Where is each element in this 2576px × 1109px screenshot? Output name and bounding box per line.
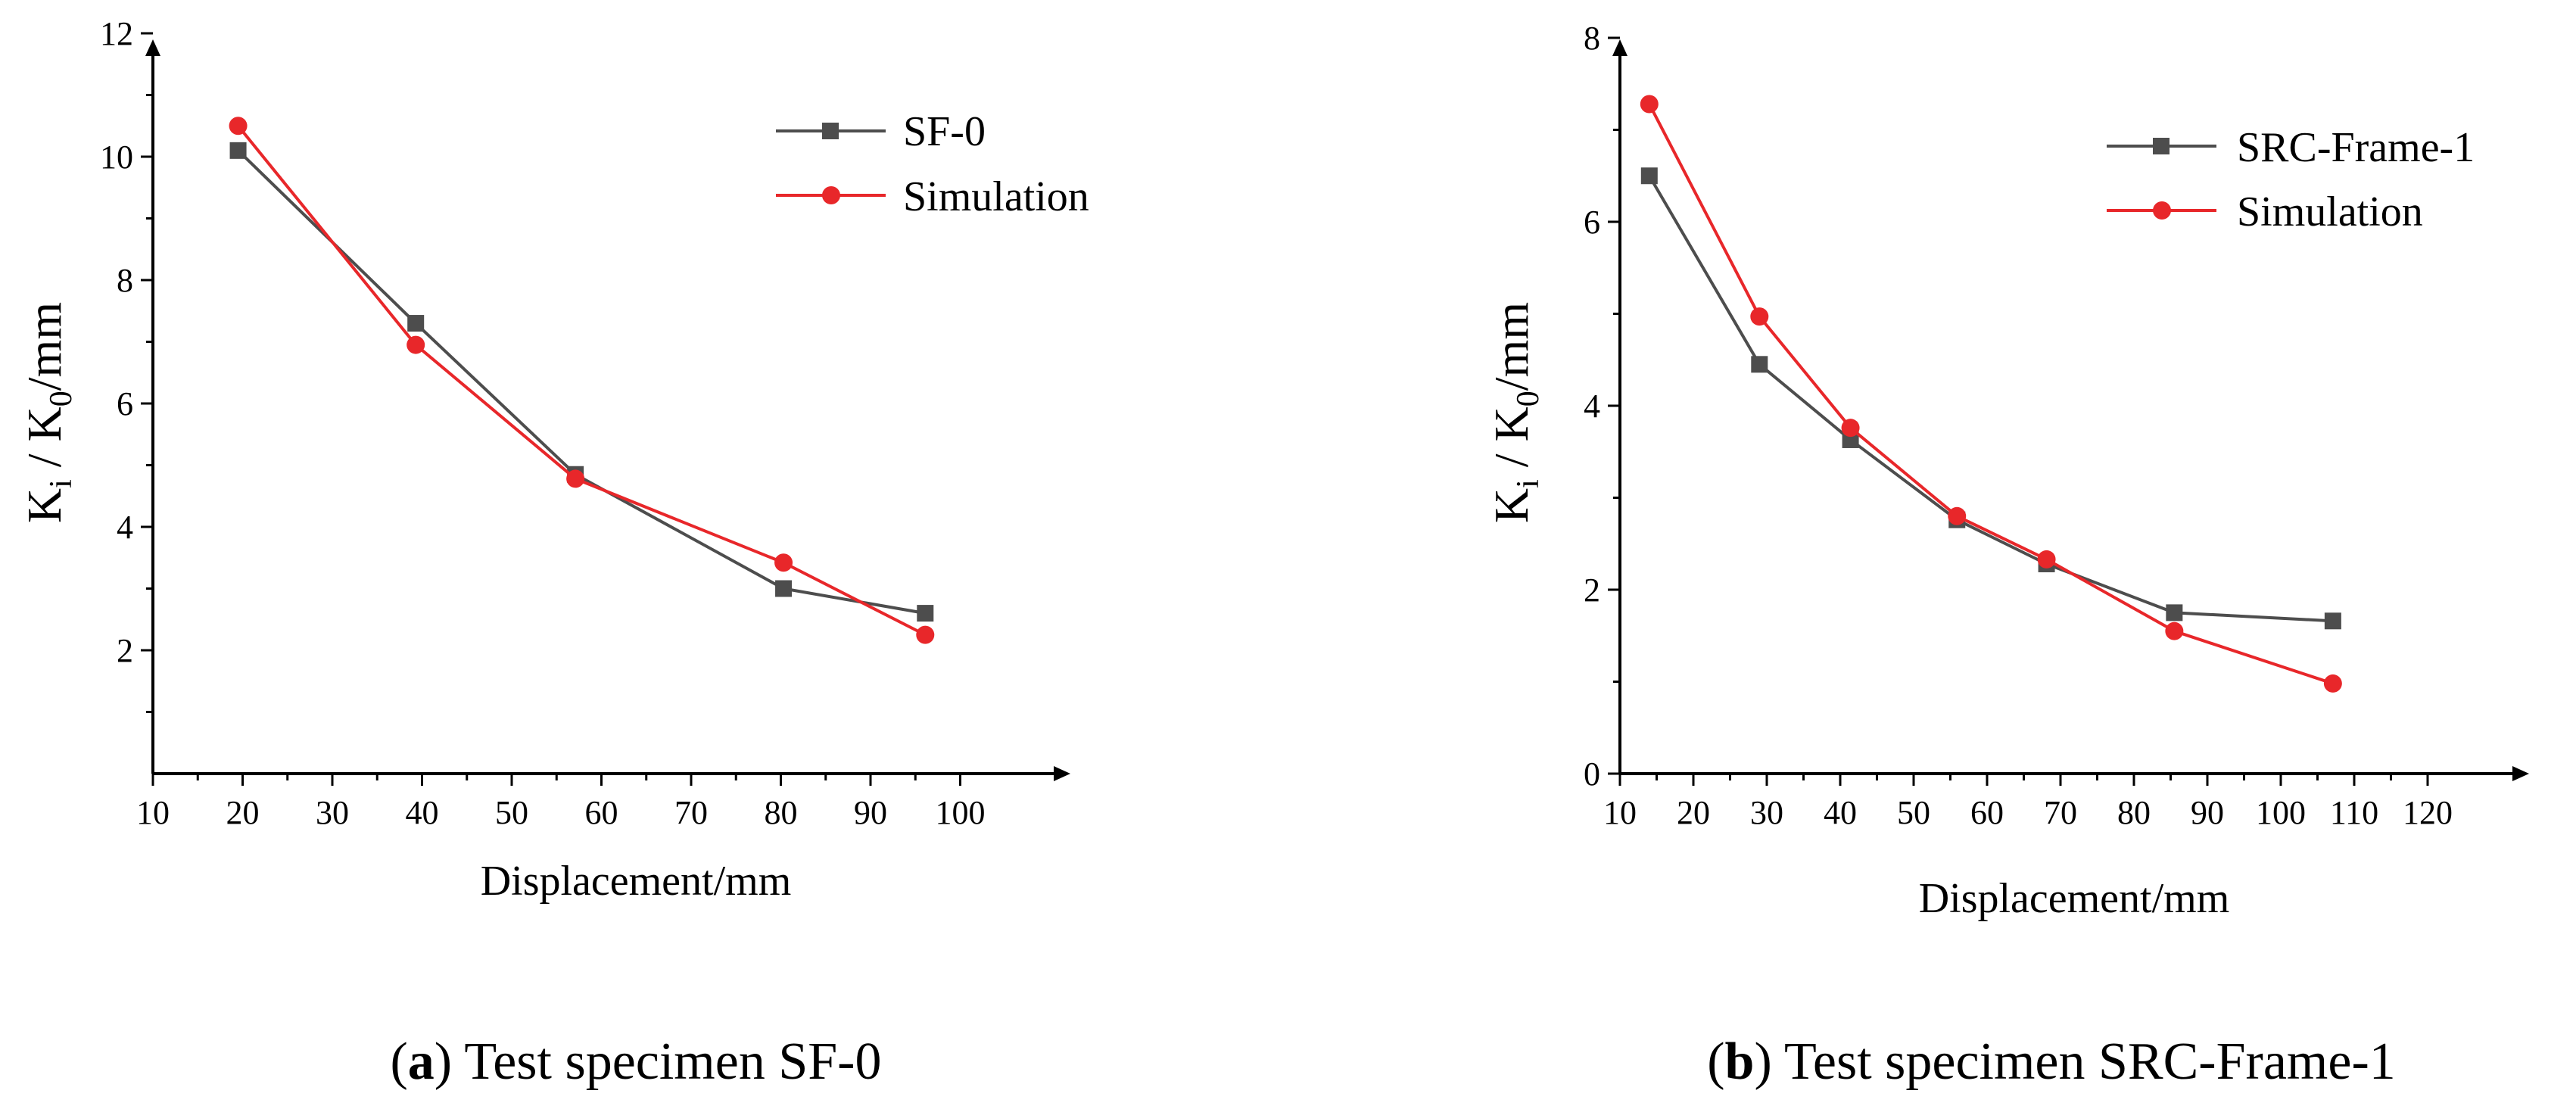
chart-a-x-tick-label-8: 90 (854, 794, 887, 831)
chart-b-y-tick-label-0: 0 (1584, 755, 1600, 793)
chart-b-axes (1612, 39, 2529, 781)
chart-b-y-axis-label: Ki / K0/mm (1484, 302, 1546, 523)
chart-a-x-axis-label: Displacement/mm (481, 858, 792, 905)
chart-a-series-1-point-2 (566, 469, 585, 488)
chart-a-legend-label-1: Simulation (903, 173, 1089, 220)
chart-a-series-1-point-0 (229, 117, 248, 136)
chart-b-x-tick-label-11: 120 (2403, 794, 2453, 831)
chart-b-series-1-point-5 (2165, 621, 2184, 640)
chart-b-series-1-point-3 (1948, 506, 1967, 525)
chart-a-axes (145, 39, 1070, 781)
chart-b-x-tick-label-0: 10 (1603, 794, 1637, 831)
chart-b-x-tick-label-8: 90 (2191, 794, 2224, 831)
chart-a-x-tick-label-0: 10 (136, 794, 170, 831)
chart-b-series-1-point-4 (2037, 550, 2056, 569)
chart-b-series-1-point-6 (2323, 674, 2342, 693)
chart-b-series-0-point-6 (2324, 612, 2341, 630)
chart-a-series-1-point-4 (916, 625, 935, 644)
chart-b-caption: (b) Test specimen SRC-Frame-1 (1707, 1033, 2396, 1091)
chart-b-x-axis-arrow (2512, 766, 2529, 781)
chart-a-legend-item-1: Simulation (776, 173, 1089, 220)
chart-b-series-0-point-5 (2166, 604, 2183, 621)
chart-b-y-tick-label-1: 2 (1584, 572, 1600, 609)
chart-a-series-1-line (237, 124, 927, 637)
chart-a-y-tick-label-1: 4 (117, 509, 133, 546)
chart-b-series-1-point-0 (1640, 95, 1659, 114)
chart-a-y-axis-label: Ki / K0/mm (17, 302, 79, 523)
chart-a-x-tick-label-3: 40 (406, 794, 439, 831)
chart-b-legend-marker-0 (2153, 138, 2170, 154)
chart-a-x-tick-label-4: 50 (495, 794, 528, 831)
chart-b-x-tick-label-3: 40 (1824, 794, 1857, 831)
chart-b-x-tick-label-7: 80 (2117, 794, 2151, 831)
chart-b-x-tick-label-1: 20 (1677, 794, 1710, 831)
chart-a-y-tick-label-0: 2 (117, 632, 133, 669)
chart-b-series-1-point-1 (1750, 307, 1769, 326)
chart-b-x-tick-label-6: 70 (2044, 794, 2077, 831)
chart-b-legend-label-1: Simulation (2237, 188, 2423, 235)
chart-a-x-tick-label-5: 60 (585, 794, 618, 831)
chart-a-ticks: 10 20 30 40 50 60 70 80 90 100 2 4 6 8 10 12 (100, 15, 986, 831)
chart-a-x-axis-arrow (1054, 766, 1070, 781)
chart-a-caption: (a) Test specimen SF-0 (390, 1033, 881, 1091)
chart-a-legend-item-0: SF-0 (776, 108, 986, 155)
chart-b-legend: SRC-Frame-1 Simulation (2107, 124, 2475, 235)
chart-a-y-tick-label-3: 8 (117, 262, 133, 299)
chart-b-series-0-line (1648, 175, 2333, 623)
chart-b-legend-marker-1 (2153, 201, 2171, 220)
chart-b-x-axis-label: Displacement/mm (1919, 875, 2230, 922)
chart-a-y-tick-label-2: 6 (117, 385, 133, 422)
chart-b: 10 20 30 40 50 60 70 80 90 100 110 120 0 2 4 6 8 SRC-Fra… (1484, 20, 2529, 1091)
chart-a-x-tick-label-9: 100 (936, 794, 986, 831)
chart-b-x-tick-label-4: 50 (1897, 794, 1930, 831)
chart-a-y-tick-label-4: 10 (100, 139, 133, 176)
chart-a-plot-area (229, 117, 935, 644)
chart-b-series-1-point-2 (1841, 419, 1860, 438)
chart-b-x-tick-label-2: 30 (1750, 794, 1783, 831)
chart-b-y-tick-label-3: 6 (1584, 204, 1600, 241)
chart-a-series-1-point-1 (406, 335, 425, 354)
chart-b-y-axis-arrow (1612, 39, 1628, 56)
chart-a-legend: SF-0 Simulation (776, 108, 1089, 220)
chart-b-legend-label-0: SRC-Frame-1 (2237, 124, 2475, 171)
chart-a-series-0-point-4 (917, 605, 934, 622)
chart-a-x-tick-label-2: 30 (316, 794, 349, 831)
chart-a: 10 20 30 40 50 60 70 80 90 100 2 4 6 8 10 12 SF-0 Simul… (17, 15, 1089, 1091)
chart-a-x-tick-label-7: 80 (765, 794, 798, 831)
chart-b-series-1-line (1648, 103, 2334, 685)
chart-a-y-tick-label-5: 12 (100, 15, 133, 52)
chart-b-y-tick-label-4: 8 (1584, 20, 1600, 57)
chart-b-y-tick-label-2: 4 (1584, 388, 1600, 425)
chart-b-x-tick-label-5: 60 (1970, 794, 2004, 831)
chart-b-legend-item-1: Simulation (2107, 188, 2423, 235)
chart-a-series-0-point-0 (229, 142, 247, 159)
chart-b-x-tick-label-10: 110 (2330, 794, 2378, 831)
chart-a-series-0-point-3 (775, 580, 793, 597)
chart-a-legend-marker-1 (822, 186, 840, 204)
chart-a-legend-label-0: SF-0 (903, 108, 986, 155)
chart-b-plot-area (1640, 95, 2342, 693)
chart-a-y-axis-arrow (145, 39, 160, 56)
chart-b-series-0-point-0 (1640, 167, 1658, 185)
chart-b-x-tick-label-9: 100 (2256, 794, 2306, 831)
chart-a-x-tick-label-6: 70 (674, 794, 708, 831)
chart-b-ticks: 10 20 30 40 50 60 70 80 90 100 110 120 0 2 4 6 8 (1584, 20, 2453, 831)
chart-a-series-0-line (237, 149, 926, 615)
chart-b-legend-item-0: SRC-Frame-1 (2107, 124, 2475, 171)
chart-a-x-tick-label-1: 20 (226, 794, 260, 831)
chart-a-series-0-point-1 (407, 315, 425, 332)
chart-a-legend-marker-0 (822, 123, 839, 139)
chart-b-series-0-point-1 (1751, 356, 1768, 373)
chart-a-series-1-point-3 (774, 553, 793, 572)
